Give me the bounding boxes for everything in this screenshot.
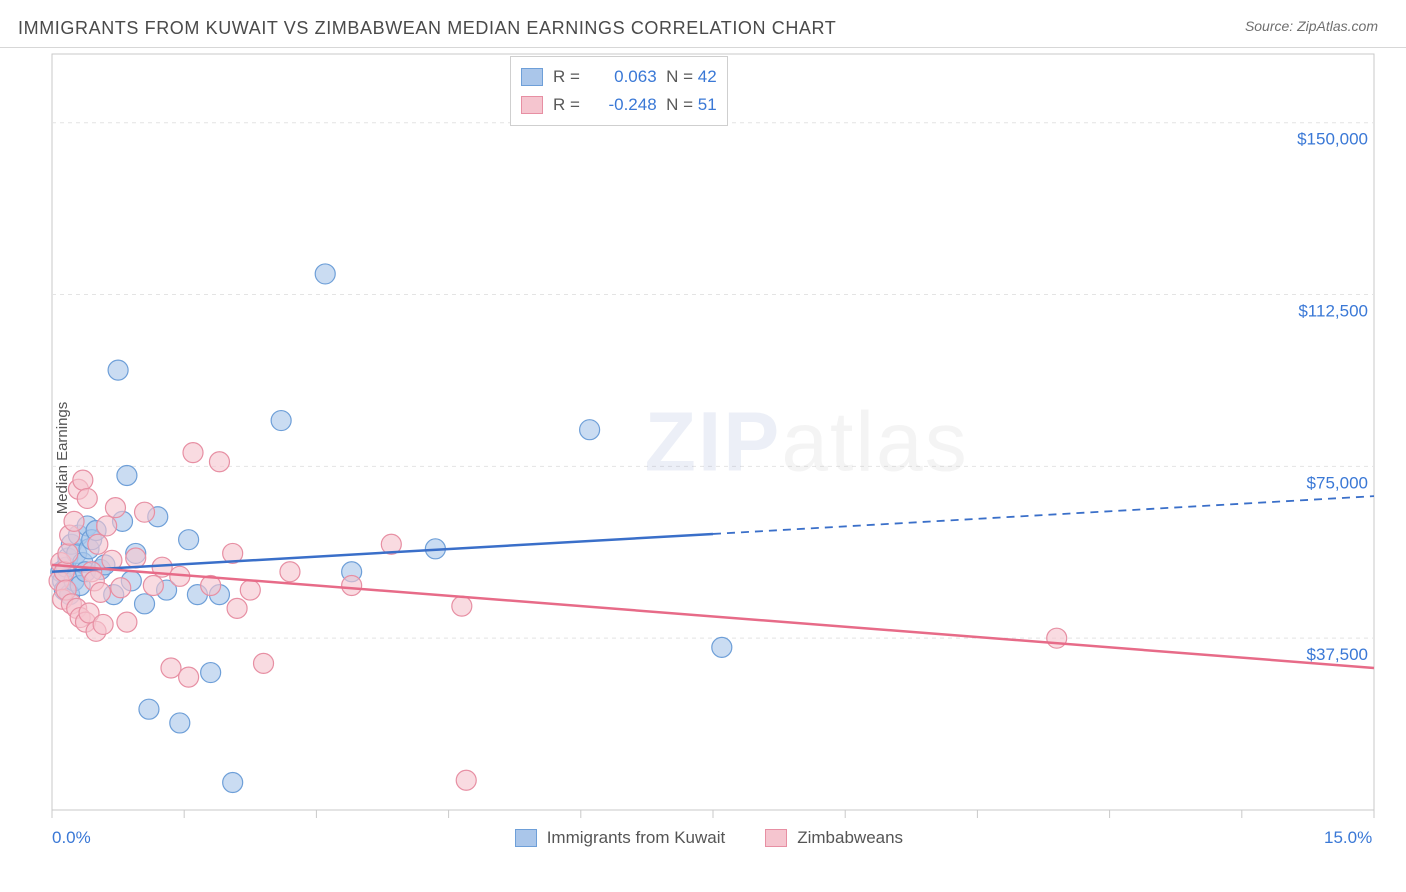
legend-swatch (521, 96, 543, 114)
chart-title: IMMIGRANTS FROM KUWAIT VS ZIMBABWEAN MED… (18, 18, 836, 39)
header: IMMIGRANTS FROM KUWAIT VS ZIMBABWEAN MED… (0, 0, 1406, 48)
legend-item: Immigrants from Kuwait (515, 828, 726, 848)
legend-item: Zimbabweans (765, 828, 903, 848)
legend-swatch (765, 829, 787, 847)
legend-swatch (515, 829, 537, 847)
svg-text:$112,500: $112,500 (1298, 302, 1368, 321)
correlation-stats-box: R = 0.063 N = 42 R = -0.248 N = 51 (510, 56, 728, 126)
x-axis-max-label: 15.0% (1324, 828, 1372, 848)
legend-label: Immigrants from Kuwait (547, 828, 726, 848)
chart-area: Median Earnings ZIPatlas $37,500$75,000$… (0, 48, 1406, 868)
svg-text:$37,500: $37,500 (1307, 645, 1368, 664)
source-label: Source: ZipAtlas.com (1245, 18, 1378, 34)
scatter-plot-svg: $37,500 $75,000 $112,500 $150,000 (0, 48, 1406, 868)
legend-label: Zimbabweans (797, 828, 903, 848)
svg-text:$150,000: $150,000 (1297, 130, 1368, 149)
x-axis-min-label: 0.0% (52, 828, 91, 848)
legend-swatch (521, 68, 543, 86)
stats-row-text: R = 0.063 N = 42 (553, 67, 717, 87)
bottom-legend: Immigrants from Kuwait Zimbabweans (515, 828, 903, 848)
svg-text:$75,000: $75,000 (1307, 473, 1368, 492)
stats-row-text: R = -0.248 N = 51 (553, 95, 717, 115)
y-axis-label: Median Earnings (54, 402, 71, 515)
